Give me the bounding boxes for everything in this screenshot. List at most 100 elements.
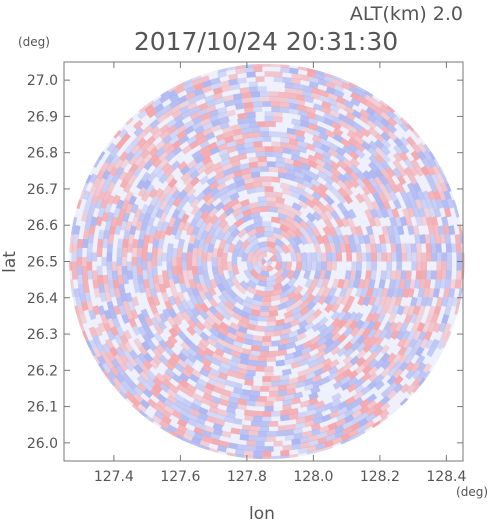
echo-cell (279, 290, 290, 300)
echo-cell (244, 63, 254, 69)
echo-cell (195, 191, 206, 203)
echo-cell (211, 265, 219, 276)
y-tick-label: 26.7 (27, 182, 58, 198)
echo-cell (237, 403, 248, 411)
echo-cell (410, 150, 421, 161)
echo-cell (239, 352, 250, 361)
echo-cell (153, 229, 162, 240)
echo-cell (310, 184, 322, 194)
echo-cell (115, 365, 126, 377)
echo-cell (119, 292, 128, 303)
echo-cell (144, 316, 154, 328)
echo-cell (380, 160, 391, 171)
echo-cell (374, 380, 385, 391)
echo-cell (113, 287, 122, 298)
echo-cell (176, 124, 187, 134)
echo-cell (334, 89, 345, 99)
echo-cell (232, 387, 243, 395)
echo-cell (124, 144, 135, 155)
echo-cell (221, 389, 232, 398)
echo-cell (220, 361, 231, 371)
echo-cell (161, 270, 169, 280)
echo-cell (221, 125, 232, 134)
echo-cell (427, 190, 436, 201)
echo-cell (266, 261, 271, 267)
echo-cell (287, 276, 297, 288)
echo-cell (218, 274, 228, 285)
echo-cell (342, 426, 353, 436)
echo-cell (199, 444, 211, 454)
echo-cell (230, 165, 241, 174)
echo-cell (330, 331, 342, 343)
echo-cell (193, 352, 205, 363)
echo-cell (215, 133, 226, 142)
echo-cell (373, 176, 384, 187)
echo-cell (386, 375, 398, 386)
echo-cell (186, 165, 198, 176)
echo-cell (243, 333, 254, 341)
echo-cell (293, 123, 304, 132)
echo-cell (438, 322, 447, 333)
echo-cell (417, 305, 426, 316)
echo-cell (115, 216, 124, 227)
echo-cell (201, 357, 213, 368)
echo-cell (255, 226, 265, 234)
echo-cell (171, 109, 182, 120)
echo-cell (224, 206, 235, 217)
echo-cell (301, 167, 312, 177)
echo-cell (274, 251, 283, 262)
echo-cell (149, 225, 158, 236)
echo-cell (392, 144, 404, 155)
echo-cell (92, 279, 100, 289)
echo-cell (199, 175, 210, 186)
echo-cell (305, 371, 316, 381)
echo-cell (284, 357, 295, 366)
echo-cell (380, 352, 391, 363)
echo-cell (241, 167, 252, 175)
echo-cell (202, 392, 213, 402)
echo-cell (306, 111, 317, 120)
echo-cell (266, 196, 277, 203)
echo-cell (349, 355, 361, 366)
echo-cell (189, 111, 201, 121)
echo-cell (291, 438, 302, 446)
echo-cell (292, 220, 304, 231)
echo-cell (88, 309, 97, 321)
echo-cell (368, 234, 376, 245)
echo-cell (92, 177, 101, 189)
echo-cell (250, 303, 261, 312)
echo-cell (327, 97, 339, 107)
echo-cell (381, 225, 390, 236)
echo-cell (356, 430, 367, 440)
echo-cell (392, 159, 403, 170)
echo-cell (378, 278, 386, 289)
echo-cell (253, 415, 263, 422)
echo-cell (218, 321, 230, 332)
echo-cell (168, 327, 179, 339)
echo-cell (153, 312, 163, 323)
echo-cell (295, 98, 306, 107)
echo-cell (335, 418, 347, 428)
echo-cell (214, 201, 225, 212)
echo-cell (405, 384, 416, 395)
echo-cell (216, 281, 226, 293)
echo-cell (391, 167, 402, 178)
echo-cell (388, 190, 399, 202)
echo-cell (319, 94, 330, 104)
echo-cell (379, 415, 390, 426)
echo-cell (380, 138, 392, 150)
echo-cell (253, 101, 263, 108)
echo-cell (277, 424, 288, 432)
echo-cell (246, 233, 258, 244)
echo-cell (200, 396, 211, 406)
echo-cell (116, 247, 123, 258)
echo-cell (375, 243, 382, 253)
echo-cell (145, 377, 156, 388)
echo-cell (357, 295, 366, 307)
echo-cell (416, 362, 427, 373)
echo-cell (205, 309, 216, 320)
echo-cell (229, 321, 240, 331)
echo-cell (196, 348, 208, 359)
echo-cell (386, 389, 398, 400)
echo-cell (177, 189, 188, 200)
